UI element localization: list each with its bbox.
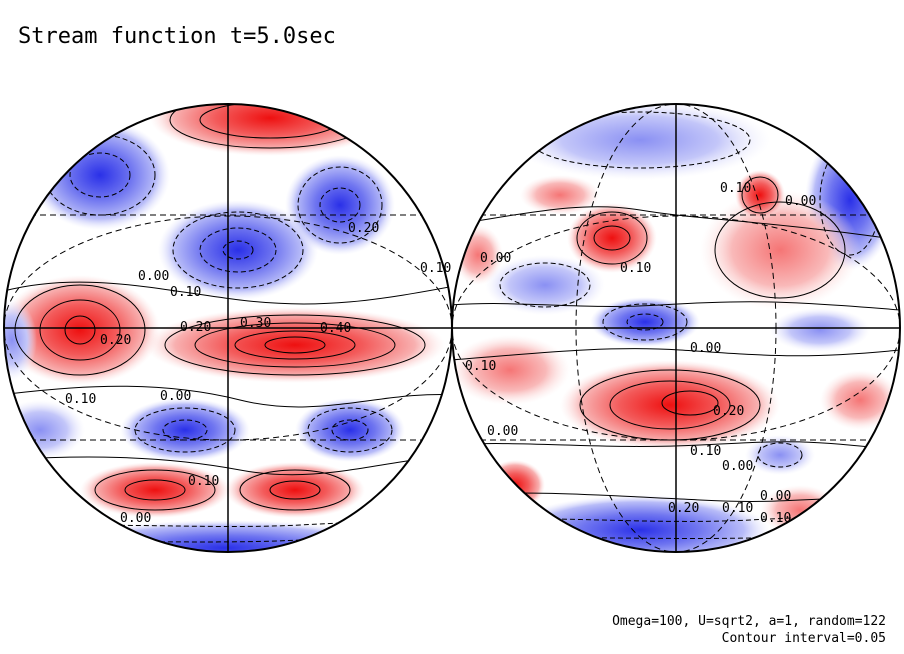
contour-label: 0.10	[65, 392, 96, 407]
contour-label: 0.10	[720, 181, 751, 196]
contour-label: 0.10	[620, 261, 651, 276]
contour-label: 0.20	[348, 221, 379, 236]
contour-label: 0.00	[480, 251, 511, 266]
contour-label: 0.10	[722, 501, 753, 516]
contour-label: 0.10	[170, 285, 201, 300]
contour-label: 0.00	[722, 459, 753, 474]
contour-label: 0.20	[668, 501, 699, 516]
contour-label: 0.00	[160, 389, 191, 404]
contour-label: 0.00	[138, 269, 169, 284]
left-contour-labels: 0.00 0.10 0.20 0.30 0.40 0.20 0.10 0.00 …	[65, 221, 451, 526]
contour-label: 0.00	[760, 489, 791, 504]
contour-label: 0.10	[188, 474, 219, 489]
contour-label: 0.20	[100, 333, 131, 348]
contour-label: 0.00	[785, 194, 816, 209]
contour-label: 0.30	[240, 316, 271, 331]
contour-label: 0.00	[690, 341, 721, 356]
contour-interval-text: Contour interval=0.05	[721, 631, 886, 646]
contour-label: 0.10	[690, 444, 721, 459]
contour-label: 0.00	[487, 424, 518, 439]
contour-label: 0.10	[420, 261, 451, 276]
parameters-text: Omega=100, U=sqrt2, a=1, random=122	[612, 614, 886, 629]
contour-label: 0.10	[465, 359, 496, 374]
page-title: Stream function t=5.0sec	[18, 24, 336, 49]
contour-label: 0.20	[713, 404, 744, 419]
contour-label: 0.00	[120, 511, 151, 526]
right-contour-labels: 0.00 0.10 0.10 0.00 0.10 0.00 0.20 0.10 …	[465, 181, 816, 526]
contour-label: 0.20	[180, 320, 211, 335]
contour-label: 0.10	[760, 511, 791, 526]
contour-label: 0.40	[320, 321, 351, 336]
